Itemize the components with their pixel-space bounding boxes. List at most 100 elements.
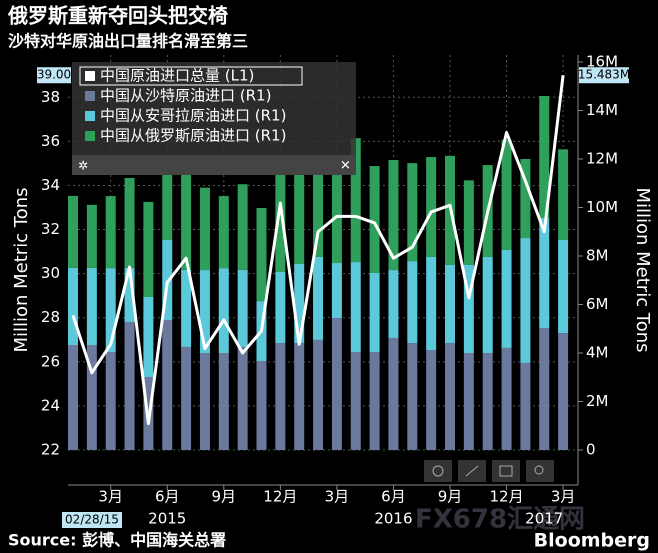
bar-segment [445,264,455,344]
bar-segment [294,264,305,344]
bar-segment [463,353,474,450]
bar-segment [237,346,248,450]
tool-table[interactable] [492,460,520,482]
y-tick-label: 32 [41,220,60,238]
bar-segment [199,353,210,450]
brand: Bloomberg [534,530,650,552]
y2-tick-label: 6M [586,295,609,313]
bar-segment [388,159,399,271]
x-tick-label: 6月 [155,488,180,506]
toolbar [424,460,554,482]
bar-segment [482,256,493,353]
bar-segment [105,352,116,450]
bar-segment [124,177,135,268]
bar-segment [501,139,512,250]
bar-segment [331,318,342,450]
bar-segment [388,270,399,338]
bar-segment [463,180,474,265]
bar-segment [124,321,135,450]
legend-close[interactable]: ✕ [340,159,351,174]
legend-label: 中国从安哥拉原油进口 (R1) [100,107,286,125]
bar-segment [68,267,78,345]
tool-zoom[interactable] [526,460,554,482]
bar-segment [86,204,97,268]
y2-tick-label: 4M [586,344,609,362]
legend-swatch [85,131,95,141]
bar-segment [275,272,286,344]
bar-segment [256,361,267,450]
bar-segment [388,337,399,450]
bar-segment [313,159,324,257]
x-tick-label: 9月 [212,488,237,506]
last-value-label: 39.00 [37,68,71,82]
bar-segment [369,352,380,450]
x-tick-label: 6月 [381,488,406,506]
tool-crosshair[interactable] [424,460,452,482]
icon [465,465,479,477]
bar-segment [162,239,173,321]
bar-segment [199,187,210,271]
bar-segment [539,217,550,329]
legend-swatch [85,91,95,101]
bar-segment [350,352,361,450]
last-value-box [579,67,629,84]
bar-segment [86,344,97,450]
y-tick-label: 36 [41,132,60,150]
bar-segment [539,328,550,450]
bar-segment [482,353,493,450]
bar-segment [520,159,531,239]
year-label: 2015 [148,510,186,528]
year-label: 2016 [374,510,412,528]
y2-tick-label: 2M [586,392,609,410]
y-tick-label: 26 [41,352,60,370]
legend-gear: ✲ [78,159,88,173]
line [71,75,565,426]
y2-axis-label: Million Metric Tons [632,187,653,352]
chart-title: 俄罗斯重新夺回头把交椅 [7,4,228,28]
legend-selected [79,66,303,86]
x-tick-label: 12月 [490,488,524,506]
bar-segment [313,339,324,450]
chart-subtitle: 沙特对华原油出口量排名滑至第三 [8,32,248,51]
bar-segment [68,195,78,268]
y2-tick-label: 16M [586,53,618,71]
icon [534,465,544,475]
y-axis-label: Million Metric Tons [11,187,32,352]
bar-segment [218,268,229,353]
icon [432,465,444,477]
bar-segment [350,262,361,353]
y2-tick-label: 14M [586,101,618,119]
bar-segment [520,238,531,363]
x-tick-label: 3月 [551,488,576,506]
x-tick-label: 3月 [98,488,123,506]
y-tick-label: 30 [41,264,60,282]
bar-segment [558,333,569,450]
bar-segment [294,169,305,265]
y2-tick-label: 12M [586,150,618,168]
bar-segment [218,196,229,269]
icon [499,465,513,477]
legend-label: 中国从俄罗斯原油进口 (R1) [100,127,286,145]
x-tick-label: 9月 [438,488,463,506]
bar-segment [294,343,305,450]
bar-segment [68,344,78,450]
legend-swatch [85,111,95,121]
bar-segment [501,249,512,348]
bar-segment [162,156,173,240]
bar-segment [124,267,135,322]
bar-segment [407,163,418,262]
bar-segment [426,350,437,450]
bar-segment [237,269,248,347]
bar-segment [105,268,116,353]
legend-toolbar [72,155,356,175]
bar-segment [407,261,418,344]
y-tick-label: 34 [41,176,60,194]
last-value-box [37,67,71,84]
bar-segment [445,343,455,450]
bar-segment [181,163,192,270]
bar-segment [520,362,531,450]
bar-segment [199,270,210,353]
bar-segment [350,138,361,263]
bar-segment [331,159,342,264]
bar-segment [218,353,229,450]
